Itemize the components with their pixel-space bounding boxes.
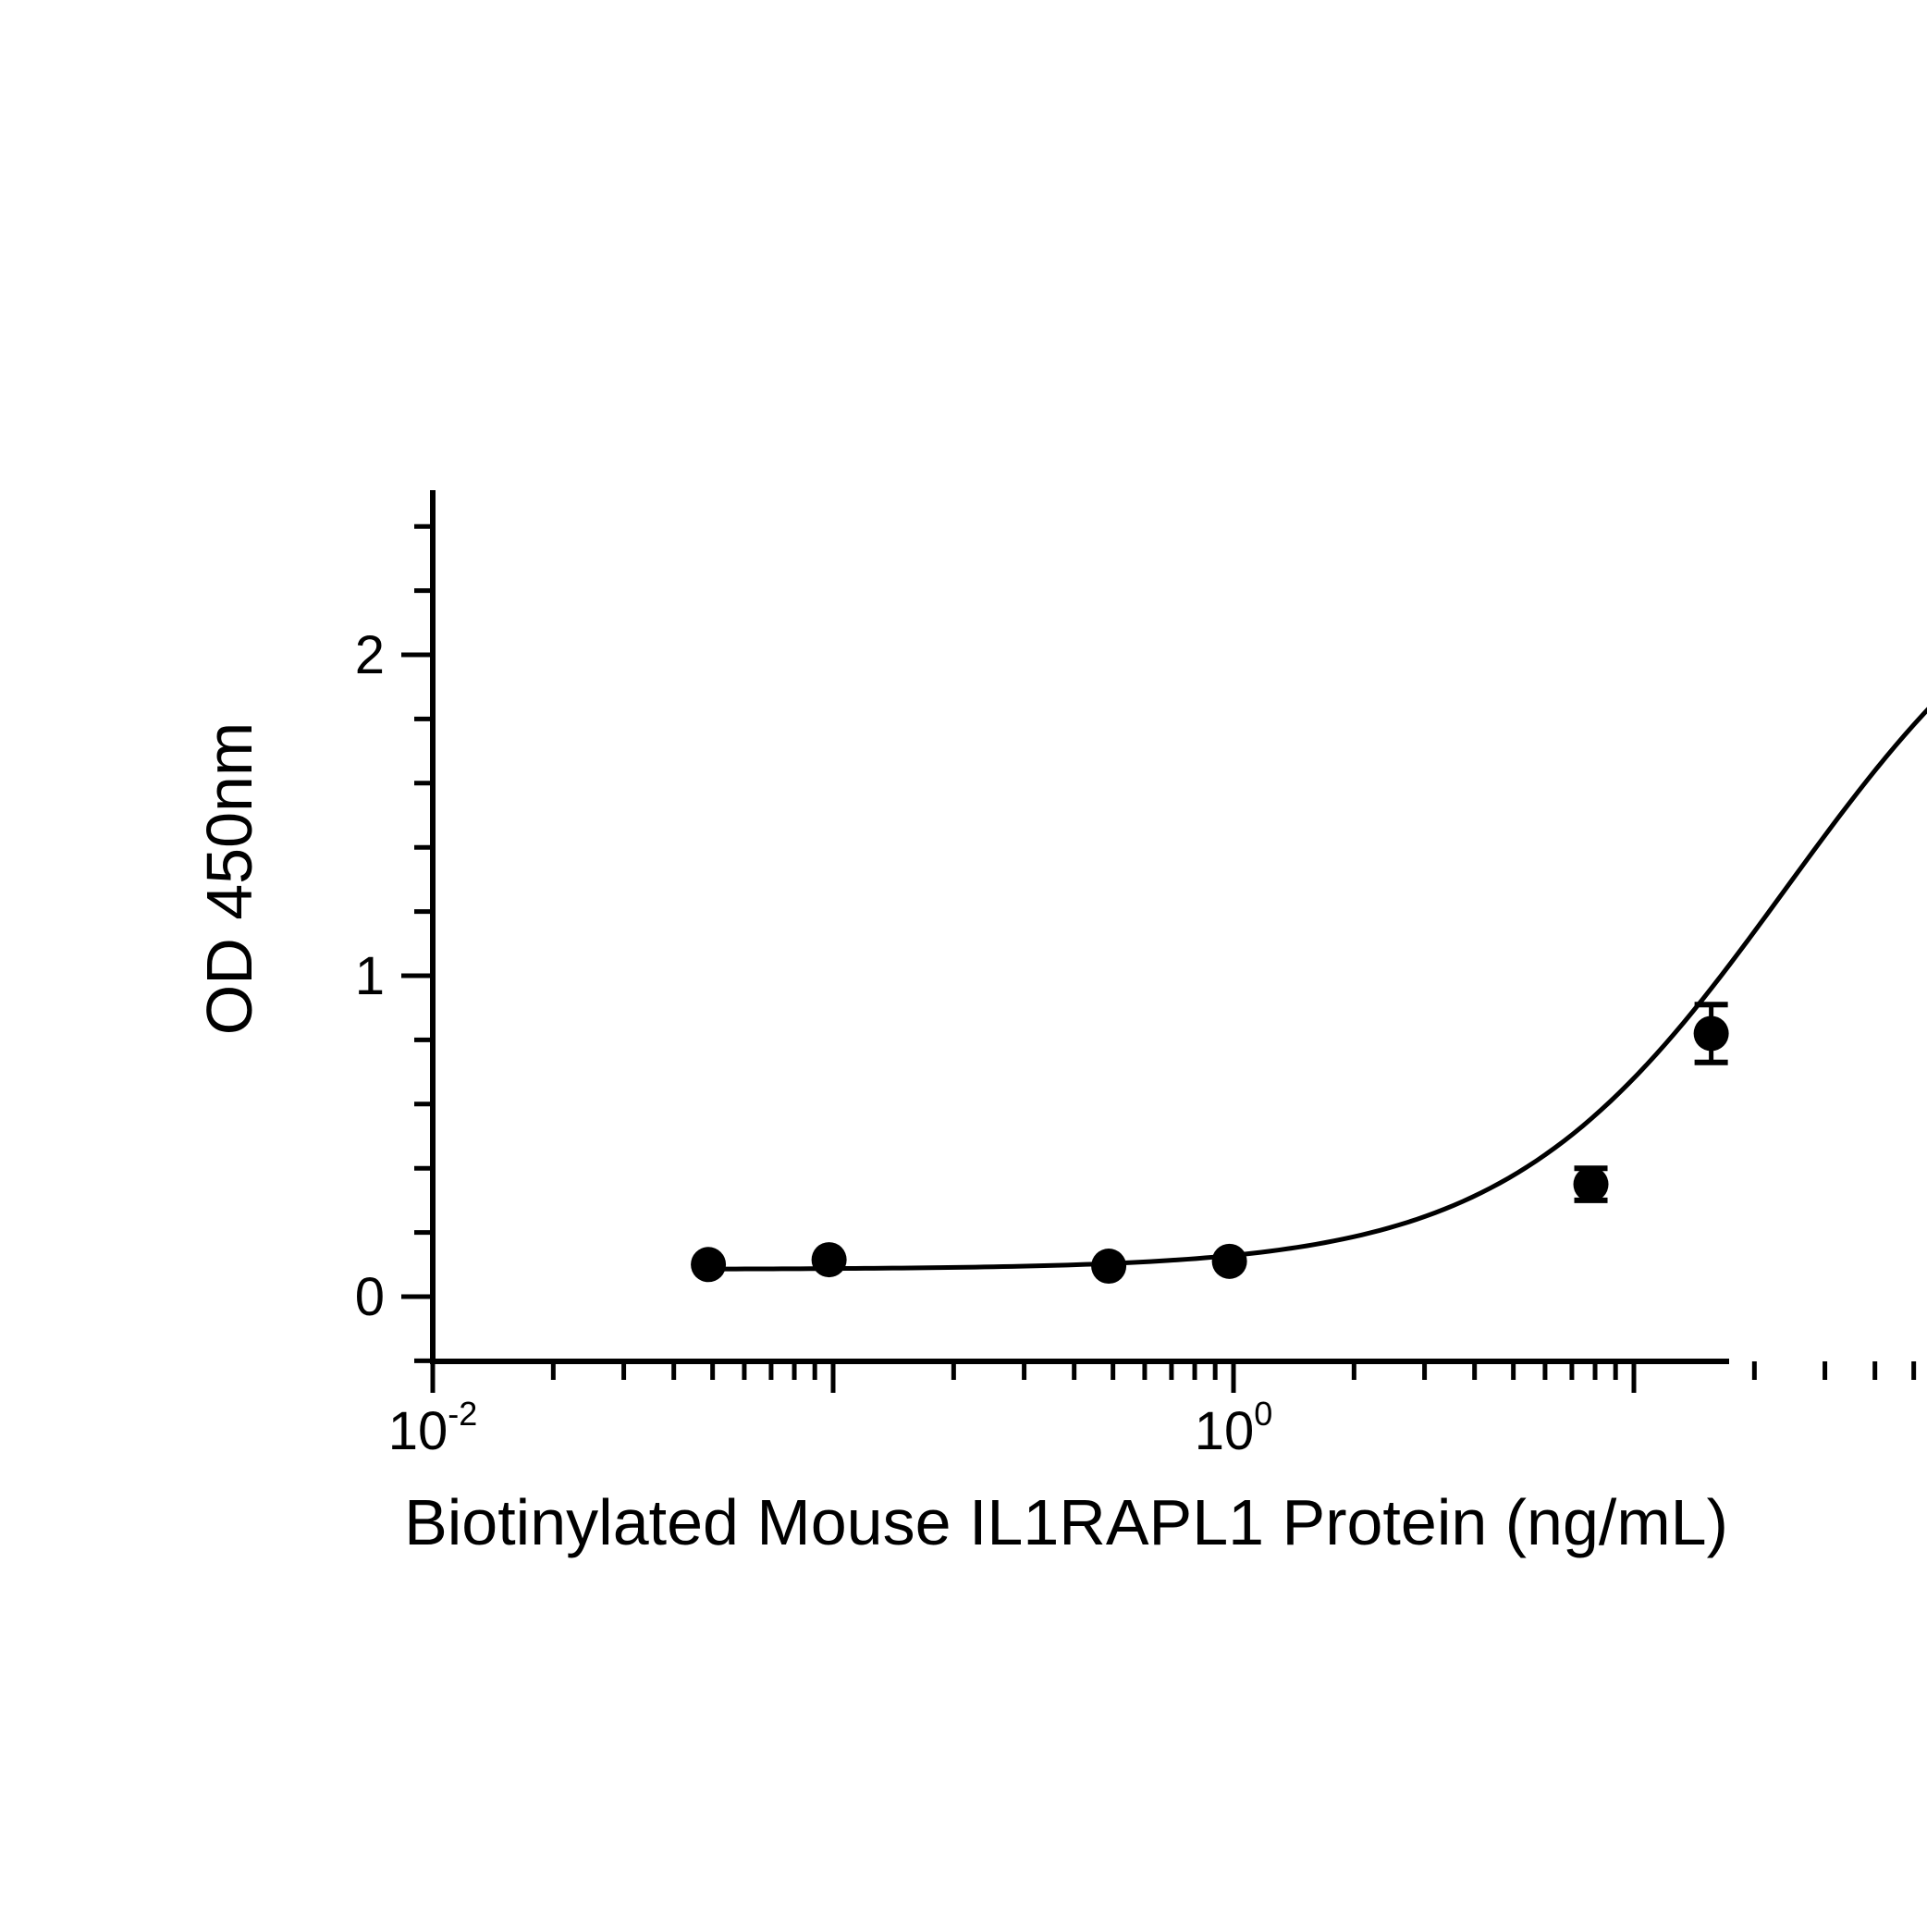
y-axis-title: OD 450nm — [193, 722, 265, 1035]
ticks — [401, 523, 1917, 1393]
y-tick-label: 1 — [355, 946, 385, 1006]
data-points — [691, 1015, 1729, 1285]
data-point — [1573, 1166, 1609, 1202]
x-tick-base: 10 — [1195, 1401, 1255, 1461]
data-point — [691, 1247, 727, 1283]
x-tick-label: 100 — [1195, 1395, 1273, 1461]
data-point — [1091, 1249, 1127, 1285]
x-tick-base: 10 — [388, 1401, 448, 1461]
data-point — [811, 1242, 847, 1278]
fit-curve — [708, 707, 1927, 1272]
data-point — [1211, 1243, 1247, 1279]
data-point — [1693, 1015, 1729, 1052]
error-bars — [1574, 1002, 1728, 1203]
y-tick-label: 2 — [355, 625, 385, 685]
axes — [430, 490, 1729, 1364]
x-tick-exponent: -2 — [448, 1395, 477, 1433]
x-tick-label: 10-2 — [388, 1395, 478, 1461]
x-tick-exponent: 0 — [1254, 1395, 1272, 1433]
x-axis-title: Biotinylated Mouse IL1RAPL1 Protein (ng/… — [404, 1486, 1728, 1558]
y-tick-label: 0 — [355, 1267, 385, 1327]
